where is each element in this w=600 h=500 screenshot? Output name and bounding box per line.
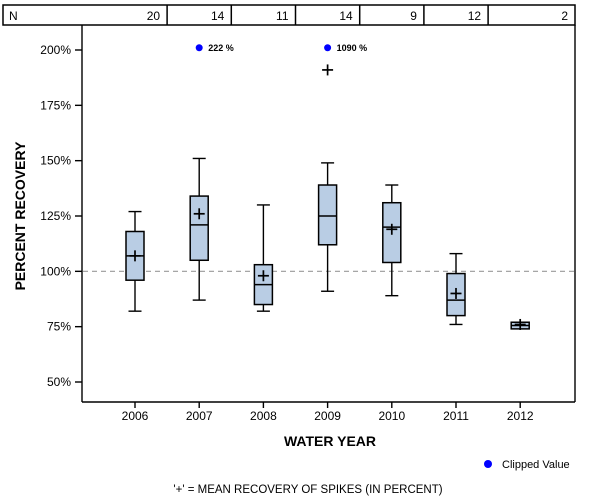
x-tick-label: 2011 xyxy=(443,409,469,423)
boxplot-2006 xyxy=(125,210,145,312)
boxplot-2007: 222 % xyxy=(189,43,234,301)
x-tick-label: 2007 xyxy=(186,409,213,423)
clipped-value-label: 1090 % xyxy=(337,43,368,53)
boxplot-2012 xyxy=(510,318,530,330)
count-value: 2 xyxy=(561,9,568,23)
y-tick-label: 150% xyxy=(40,154,71,168)
boxplot-2008 xyxy=(253,204,274,312)
boxplot-series: 222 % 1090 % xyxy=(125,43,530,330)
y-tick-label: 125% xyxy=(40,209,71,223)
x-tick-label: 2010 xyxy=(378,409,405,423)
count-value: 11 xyxy=(276,9,289,23)
boxplot-2011 xyxy=(446,252,466,326)
boxplot-2010 xyxy=(382,184,402,297)
count-row-label: N xyxy=(9,9,18,23)
clipped-value-dot xyxy=(195,44,203,52)
y-tick-label: 75% xyxy=(47,320,71,334)
count-value: 20 xyxy=(147,9,161,23)
y-tick-label: 100% xyxy=(40,264,71,278)
x-tick-label: 2009 xyxy=(314,409,341,423)
footnote: '+' = MEAN RECOVERY OF SPIKES (IN PERCEN… xyxy=(173,484,442,496)
count-value: 9 xyxy=(410,9,417,23)
count-value: 14 xyxy=(211,9,225,23)
y-axis-title: PERCENT RECOVERY xyxy=(12,141,28,291)
x-tick-label: 2006 xyxy=(122,409,149,423)
clipped-value-dot xyxy=(324,44,332,52)
x-tick-label: 2008 xyxy=(250,409,277,423)
axes: 200% 175% 150% 125% 100% 75% 50% 2006 2007 2008 20… xyxy=(40,25,576,423)
iqr-box xyxy=(317,184,338,246)
count-table: 20 14 11 14 9 12 2 xyxy=(2,4,576,26)
y-tick-label: 175% xyxy=(40,98,71,112)
count-value: 14 xyxy=(339,9,353,23)
x-tick-label: 2012 xyxy=(507,409,534,423)
clipped-value-label: 222 % xyxy=(208,43,234,53)
iqr-box xyxy=(189,195,209,262)
x-axis-title: WATER YEAR xyxy=(284,433,376,449)
y-tick-label: 50% xyxy=(47,375,71,389)
count-table-border xyxy=(2,4,576,26)
y-tick-label: 200% xyxy=(40,43,71,57)
legend-clipped-label: Clipped Value xyxy=(502,459,570,471)
count-value: 12 xyxy=(468,9,482,23)
boxplot-2009: 1090 % xyxy=(317,43,368,292)
clipped-value-legend-icon xyxy=(484,460,492,468)
